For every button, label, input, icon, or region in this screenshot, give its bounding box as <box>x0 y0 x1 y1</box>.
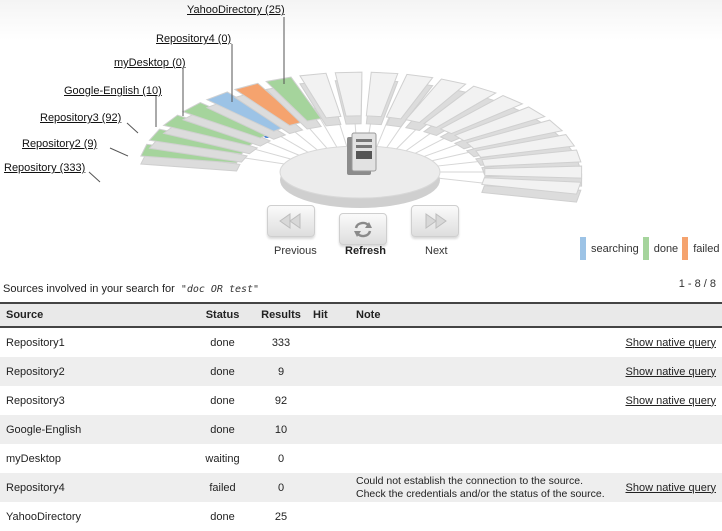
cell-action <box>618 444 722 473</box>
header-hit: Hit <box>307 303 350 327</box>
cell-source: Repository4 <box>0 473 190 502</box>
cell-source: myDesktop <box>0 444 190 473</box>
next-button[interactable] <box>411 205 459 237</box>
legend-swatch-done <box>643 237 649 260</box>
cell-results: 9 <box>255 357 307 386</box>
legend-item-searching: searching <box>580 237 639 260</box>
previous-button[interactable] <box>267 205 315 237</box>
cell-source: Repository2 <box>0 357 190 386</box>
fast-forward-icon <box>412 206 458 236</box>
table-header-row: Source Status Results Hit Note <box>0 303 722 327</box>
refresh-button[interactable] <box>339 213 387 245</box>
legend-swatch-failed <box>682 237 688 260</box>
server-icon <box>347 133 376 175</box>
refresh-icon <box>340 214 386 244</box>
result-range: 1 - 8 / 8 <box>679 278 716 290</box>
source-label-yahoodirectory[interactable]: YahooDirectory (25) <box>187 4 285 16</box>
search-query: "doc OR test" <box>181 284 259 295</box>
previous-label[interactable]: Previous <box>274 245 317 257</box>
source-label-repository[interactable]: Repository (333) <box>4 162 85 174</box>
cell-status: done <box>190 415 255 444</box>
cell-source: Repository1 <box>0 327 190 357</box>
header-note: Note <box>350 303 618 327</box>
source-label-repository2[interactable]: Repository2 (9) <box>22 138 97 150</box>
header-action <box>618 303 722 327</box>
cell-status: waiting <box>190 444 255 473</box>
empty-source-slot <box>485 166 582 178</box>
refresh-label[interactable]: Refresh <box>345 245 386 257</box>
show-native-query-link[interactable]: Show native query <box>618 473 722 502</box>
header-source: Source <box>0 303 190 327</box>
cell-hit <box>307 386 350 415</box>
cell-hit <box>307 357 350 386</box>
cell-status: done <box>190 327 255 357</box>
source-label-mydesktop[interactable]: myDesktop (0) <box>114 57 186 69</box>
rewind-icon <box>268 206 314 236</box>
cell-status: done <box>190 357 255 386</box>
search-summary: Sources involved in your search for "doc … <box>3 283 259 295</box>
cell-source: Google-English <box>0 415 190 444</box>
cell-hit <box>307 415 350 444</box>
cell-note <box>350 415 618 444</box>
cell-note <box>350 502 618 531</box>
cell-hit <box>307 502 350 531</box>
cell-hit <box>307 473 350 502</box>
cell-action <box>618 415 722 444</box>
cell-results: 92 <box>255 386 307 415</box>
cell-hit <box>307 327 350 357</box>
cell-note <box>350 444 618 473</box>
show-native-query-link[interactable]: Show native query <box>618 327 722 357</box>
cell-results: 25 <box>255 502 307 531</box>
cell-action <box>618 502 722 531</box>
label-leader-line <box>110 148 128 156</box>
next-label[interactable]: Next <box>425 245 448 257</box>
show-native-query-link[interactable]: Show native query <box>618 357 722 386</box>
cell-hit <box>307 444 350 473</box>
cell-note <box>350 357 618 386</box>
cell-results: 0 <box>255 473 307 502</box>
cell-source: Repository3 <box>0 386 190 415</box>
legend-label-searching: searching <box>591 243 639 255</box>
cell-note <box>350 386 618 415</box>
cell-results: 333 <box>255 327 307 357</box>
cell-status: done <box>190 502 255 531</box>
cell-results: 10 <box>255 415 307 444</box>
label-leader-line <box>127 123 138 133</box>
source-label-repository3[interactable]: Repository3 (92) <box>40 112 121 124</box>
status-legend: searching done failed <box>580 237 722 260</box>
cell-source: YahooDirectory <box>0 502 190 531</box>
source-visualization: YahooDirectory (25) Repository4 (0) myDe… <box>0 0 722 275</box>
search-summary-label: Sources involved in your search for <box>3 283 175 295</box>
legend-label-failed: failed <box>693 243 719 255</box>
legend-swatch-searching <box>580 237 586 260</box>
cell-status: done <box>190 386 255 415</box>
legend-label-done: done <box>654 243 678 255</box>
source-label-google-english[interactable]: Google-English (10) <box>64 85 162 97</box>
show-native-query-link[interactable]: Show native query <box>618 386 722 415</box>
cell-note: Could not establish the connection to th… <box>350 473 618 502</box>
source-label-repository4[interactable]: Repository4 (0) <box>156 33 231 45</box>
sources-table: Source Status Results Hit Note Repositor… <box>0 302 722 531</box>
label-leader-line <box>89 172 100 182</box>
cell-note <box>350 327 618 357</box>
header-results: Results <box>255 303 307 327</box>
cell-results: 0 <box>255 444 307 473</box>
legend-item-failed: failed <box>682 237 719 260</box>
header-status: Status <box>190 303 255 327</box>
legend-item-done: done <box>643 237 678 260</box>
cell-status: failed <box>190 473 255 502</box>
